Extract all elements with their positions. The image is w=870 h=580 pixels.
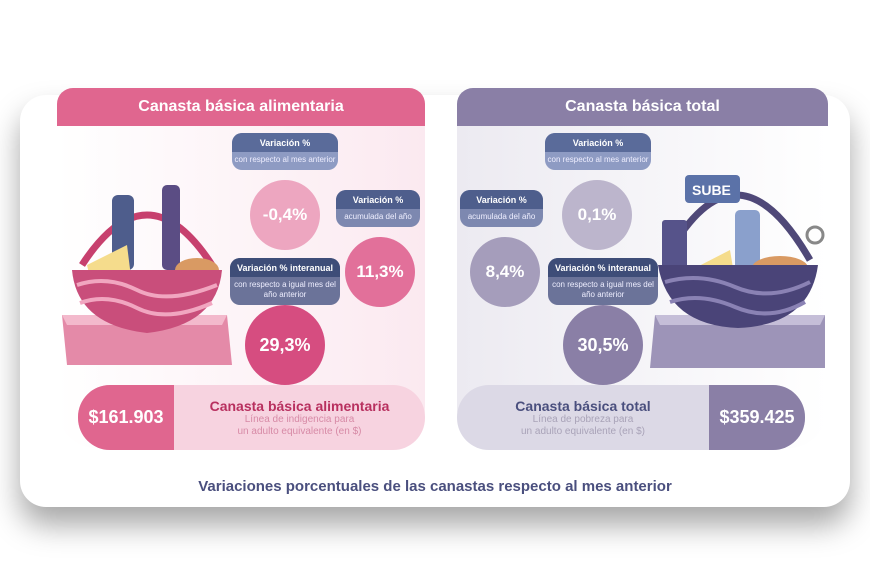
adult-equivalent-label: un adulto equivalente (en $) xyxy=(237,425,362,437)
ytd-variation-value: 8,4% xyxy=(470,237,540,307)
monthly-variation-value: -0,4% xyxy=(250,180,320,250)
monthly-variation-label: Variación % con respecto al mes anterior xyxy=(545,133,651,170)
poverty-line-label: Línea de pobreza para xyxy=(532,413,634,425)
ytd-variation-value: 11,3% xyxy=(345,237,415,307)
ytd-variation-label: Variación % acumulada del año xyxy=(460,190,543,227)
monthly-variation-value: 0,1% xyxy=(562,180,632,250)
total-basket-name: Canasta básica total xyxy=(515,397,651,414)
monthly-variation-label: Variación % con respecto al mes anterior xyxy=(232,133,338,170)
total-basket-price: $359.425 xyxy=(709,385,805,450)
total-basket-summary: $359.425 Canasta básica total Línea de p… xyxy=(457,385,805,450)
yoy-variation-value: 29,3% xyxy=(245,305,325,385)
footer-caption: Variaciones porcentuales de las canastas… xyxy=(198,478,672,495)
total-basket-illustration: SUBE xyxy=(650,175,825,368)
total-basket-title: Canasta básica total xyxy=(457,88,828,126)
food-basket-name: Canasta básica alimentaria xyxy=(209,397,390,414)
food-basket-title: Canasta básica alimentaria xyxy=(57,88,425,126)
yoy-variation-label: Variación % interanual con respecto a igu… xyxy=(230,258,340,305)
food-basket-illustration xyxy=(62,185,232,365)
yoy-variation-label: Variación % interanual con respecto a igu… xyxy=(548,258,658,305)
adult-equivalent-label: un adulto equivalente (en $) xyxy=(521,425,645,437)
food-basket-price: $161.903 xyxy=(78,385,174,450)
food-basket-summary: $161.903 Canasta básica alimentaria Líne… xyxy=(78,385,425,450)
sube-card-text: SUBE xyxy=(692,182,731,198)
indigence-line-label: Línea de indigencia para xyxy=(244,413,355,425)
ytd-variation-label: Variación % acumulada del año xyxy=(336,190,420,227)
yoy-variation-value: 30,5% xyxy=(563,305,643,385)
